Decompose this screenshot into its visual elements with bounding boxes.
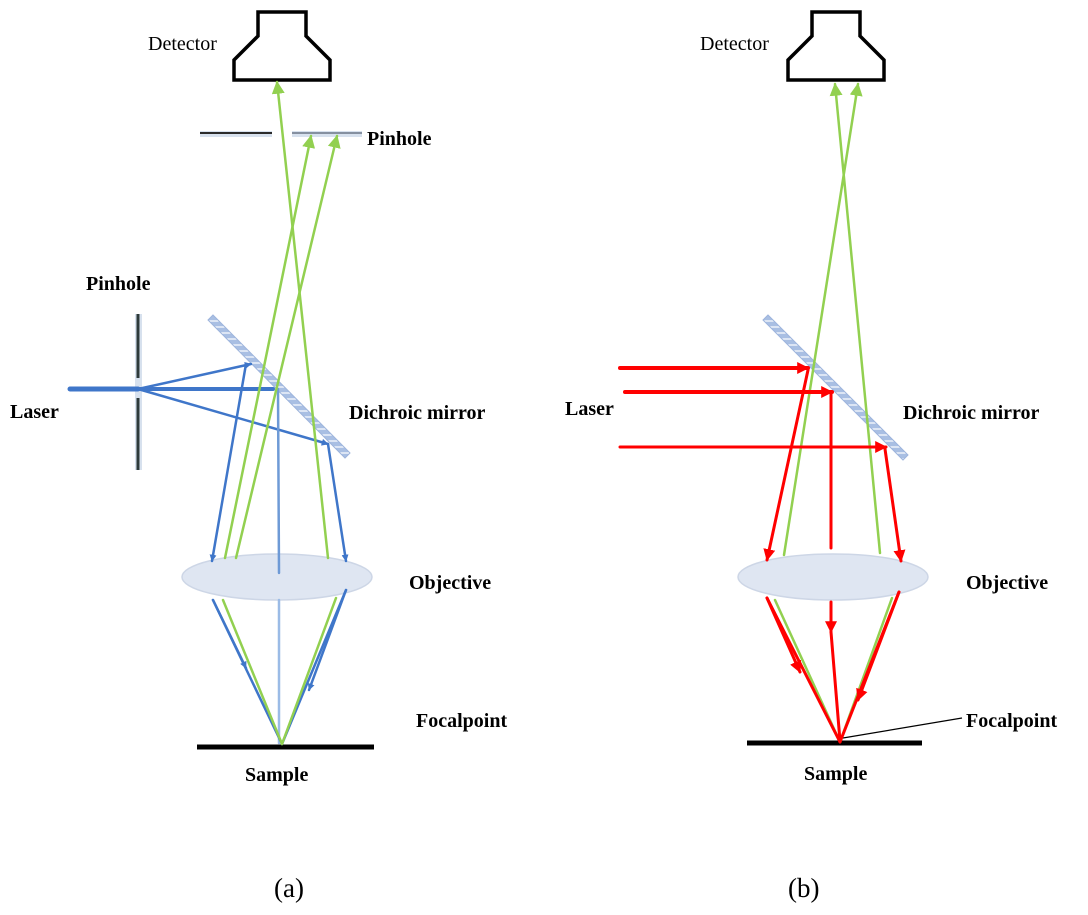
emission-rays-a: [221, 80, 341, 746]
objective-lens-b: [737, 553, 929, 601]
panel-b: Detector Dichroic mirror Objective Sampl…: [565, 10, 1057, 903]
laser-label-b: Laser: [565, 398, 614, 420]
objective-label-b: Objective: [966, 572, 1048, 594]
emission-rays-b: [773, 82, 894, 744]
pinhole-left-label-a: Pinhole: [86, 273, 151, 295]
detector-b: [786, 10, 886, 82]
caption-b: (b): [788, 873, 819, 903]
excitation-rays-a: [67, 361, 349, 746]
objective-lens-a: [181, 553, 373, 601]
panel-a: Detector Pinhole Pinhole Dichroic mirror…: [10, 10, 507, 903]
caption-a: (a): [274, 873, 304, 903]
pinhole-top-a: [200, 131, 362, 137]
focalpoint-pointer-b: [842, 717, 963, 739]
laser-label-a: Laser: [10, 401, 59, 423]
pinhole-left-a: [135, 314, 142, 470]
focalpoint-label-b: Focalpoint: [966, 710, 1057, 732]
dichroic-mirror-b: [762, 314, 909, 461]
focalpoint-label-a: Focalpoint: [416, 710, 507, 732]
excitation-rays-b: [618, 362, 906, 744]
pinhole-top-label-a: Pinhole: [367, 128, 432, 150]
detector-label-b: Detector: [700, 33, 769, 55]
mirror-label-a: Dichroic mirror: [349, 402, 486, 424]
sample-label-b: Sample: [804, 763, 867, 785]
sample-label-a: Sample: [245, 764, 308, 786]
objective-label-a: Objective: [409, 572, 491, 594]
detector-label-a: Detector: [148, 33, 217, 55]
mirror-label-b: Dichroic mirror: [903, 402, 1040, 424]
detector-a: [232, 10, 332, 82]
